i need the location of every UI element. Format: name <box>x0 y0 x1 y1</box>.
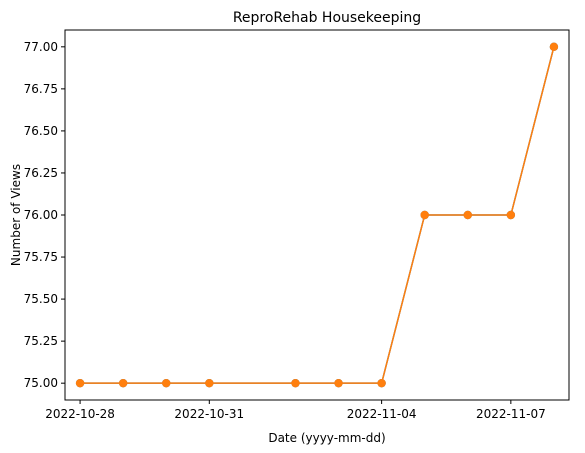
data-point <box>118 378 128 388</box>
y-axis-label: Number of Views <box>9 164 23 266</box>
x-tick-label: 2022-11-04 <box>347 407 417 421</box>
y-axis-ticks: 75.00 75.25 75.50 75.75 76.00 76.25 76.50 76.75… <box>24 40 65 390</box>
data-point <box>506 210 516 220</box>
x-tick-label: 2022-11-07 <box>476 407 546 421</box>
chart-title: ReproRehab Housekeeping <box>233 10 421 26</box>
x-tick-label: 2022-10-28 <box>45 407 115 421</box>
data-point <box>205 378 214 388</box>
data-point <box>334 378 343 388</box>
x-axis-label: Date (yyyy-mm-dd) <box>268 431 385 445</box>
data-point <box>463 210 472 220</box>
y-tick-label: 75.25 <box>24 334 58 348</box>
data-point <box>377 378 386 388</box>
y-tick-label: 76.75 <box>24 82 58 96</box>
y-tick-label: 75.50 <box>24 292 58 306</box>
x-tick-label: 2022-10-31 <box>174 407 244 421</box>
y-tick-label: 76.50 <box>24 124 58 138</box>
data-point <box>162 378 171 388</box>
data-point <box>75 378 85 388</box>
x-axis-ticks: 2022-10-28 2022-10-31 2022-11-04 2022-11-07 <box>45 400 546 421</box>
data-point <box>420 210 429 220</box>
y-tick-label: 75.75 <box>24 250 58 264</box>
plot-frame <box>64 29 570 401</box>
data-point <box>549 42 559 52</box>
data-point <box>291 378 300 388</box>
y-tick-label: 77.00 <box>24 40 58 54</box>
y-tick-label: 76.00 <box>24 208 58 222</box>
series-layer <box>75 42 559 388</box>
y-tick-label: 76.25 <box>24 166 58 180</box>
y-tick-label: 75.00 <box>24 376 58 390</box>
